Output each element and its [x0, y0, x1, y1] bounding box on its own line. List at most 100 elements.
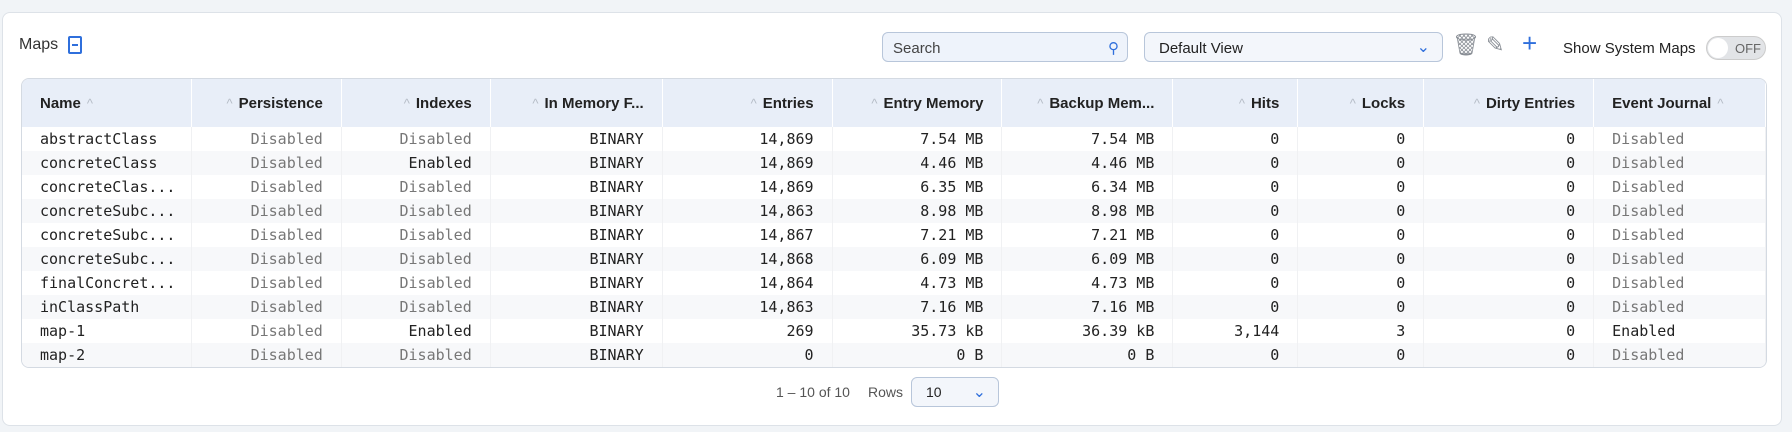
- column-header-0[interactable]: Name ^: [22, 79, 192, 127]
- table-cell: Disabled: [192, 151, 342, 175]
- toggle-state: OFF: [1735, 41, 1761, 56]
- document-icon[interactable]: [68, 36, 83, 54]
- column-header-3[interactable]: ^ In Memory F...: [491, 79, 663, 127]
- chevron-down-icon: ⌄: [1416, 39, 1430, 56]
- table-cell: 6.35 MB: [833, 175, 1003, 199]
- table-cell: BINARY: [491, 223, 663, 247]
- table-cell: 0: [1173, 295, 1299, 319]
- column-header-1[interactable]: ^ Persistence: [192, 79, 342, 127]
- sort-icon[interactable]: ^: [1349, 95, 1356, 111]
- rows-label: Rows: [867, 384, 903, 400]
- table-cell: 7.21 MB: [833, 223, 1003, 247]
- sort-icon[interactable]: ^: [1037, 95, 1044, 111]
- column-header-5[interactable]: ^ Entry Memory: [833, 79, 1003, 127]
- table-cell: 0: [1173, 247, 1299, 271]
- table-row[interactable]: inClassPath Disabled Disabled BINARY 14,863 7…: [22, 295, 1766, 319]
- column-header-2[interactable]: ^ Indexes: [342, 79, 491, 127]
- column-header-8[interactable]: ^ Locks: [1298, 79, 1425, 127]
- column-label: Event Journal: [1612, 94, 1712, 112]
- table-row[interactable]: concreteClas... Disabled Disabled BINARY 14,…: [22, 175, 1766, 199]
- sort-icon[interactable]: ^: [86, 95, 93, 111]
- table-cell: Disabled: [342, 199, 491, 223]
- table-row[interactable]: concreteSubc... Disabled Disabled BINARY 14,…: [22, 247, 1766, 271]
- table-row[interactable]: abstractClass Disabled Disabled BINARY 14,86…: [22, 127, 1766, 151]
- table-cell: Disabled: [342, 175, 491, 199]
- table-row[interactable]: finalConcret... Disabled Disabled BINARY 14,…: [22, 271, 1766, 295]
- show-system-maps-toggle[interactable]: OFF: [1706, 36, 1766, 60]
- edit-icon[interactable]: ✎: [1486, 32, 1505, 57]
- table-cell: BINARY: [491, 247, 663, 271]
- sort-icon[interactable]: ^: [1473, 95, 1480, 111]
- table-cell: Disabled: [192, 319, 342, 343]
- table-cell: 7.21 MB: [1002, 223, 1174, 247]
- table-row[interactable]: concreteSubc... Disabled Disabled BINARY 14,…: [22, 223, 1766, 247]
- table-cell: Enabled: [342, 151, 491, 175]
- map-name-cell[interactable]: abstractClass: [22, 127, 192, 151]
- add-icon[interactable]: +: [1522, 28, 1538, 58]
- page-title: Maps: [19, 36, 83, 54]
- table-header: Name ^ ^ Persistence ^ Indexes ^ In Memory F...…: [22, 79, 1766, 127]
- column-label: Hits: [1250, 94, 1280, 112]
- map-name-cell[interactable]: concreteSubc...: [22, 199, 192, 223]
- column-header-9[interactable]: ^ Dirty Entries: [1424, 79, 1595, 127]
- map-name-cell[interactable]: finalConcret...: [22, 271, 192, 295]
- table-cell: Disabled: [342, 127, 491, 151]
- table-cell: 269: [663, 319, 833, 343]
- table-row[interactable]: concreteSubc... Disabled Disabled BINARY 14,…: [22, 199, 1766, 223]
- table-cell: 0: [1173, 223, 1299, 247]
- table-row[interactable]: concreteClass Disabled Enabled BINARY 14,869…: [22, 151, 1766, 175]
- map-name-cell[interactable]: map-2: [22, 343, 192, 367]
- title-text: Maps: [19, 36, 59, 53]
- table-cell: 14,863: [663, 295, 833, 319]
- table-cell: 3: [1298, 319, 1425, 343]
- table-cell: 0: [663, 343, 833, 367]
- sort-icon[interactable]: ^: [403, 95, 410, 111]
- table-cell: Disabled: [1594, 343, 1766, 367]
- table-cell: 0: [1424, 151, 1595, 175]
- table-body: abstractClass Disabled Disabled BINARY 14,86…: [22, 127, 1766, 367]
- map-name-cell[interactable]: concreteSubc...: [22, 247, 192, 271]
- table-row[interactable]: map-1 Disabled Enabled BINARY 269 35.73 kB 36.…: [22, 319, 1766, 343]
- table-cell: 0: [1173, 343, 1299, 367]
- map-name-cell[interactable]: concreteClas...: [22, 175, 192, 199]
- table-cell: 0: [1298, 151, 1425, 175]
- sort-icon[interactable]: ^: [1238, 95, 1245, 111]
- table-cell: 0: [1298, 247, 1425, 271]
- map-name-cell[interactable]: concreteSubc...: [22, 223, 192, 247]
- table-cell: 6.34 MB: [1002, 175, 1174, 199]
- sort-icon[interactable]: ^: [750, 95, 757, 111]
- view-value: Default View: [1159, 40, 1243, 57]
- column-header-4[interactable]: ^ Entries: [663, 79, 833, 127]
- rows-per-page-select[interactable]: 10 ⌄: [910, 377, 999, 407]
- column-header-7[interactable]: ^ Hits: [1173, 79, 1299, 127]
- table-cell: 0: [1424, 295, 1595, 319]
- sort-icon[interactable]: ^: [871, 95, 878, 111]
- table-cell: 0: [1424, 343, 1595, 367]
- column-label: Persistence: [238, 94, 323, 112]
- map-name-cell[interactable]: inClassPath: [22, 295, 192, 319]
- search-icon: ⚲: [1108, 40, 1119, 57]
- table-cell: 6.09 MB: [1002, 247, 1174, 271]
- column-header-10[interactable]: Event Journal ^: [1594, 79, 1766, 127]
- table-cell: 0 B: [833, 343, 1003, 367]
- trash-icon[interactable]: 🗑: [1452, 32, 1480, 57]
- table-cell: 0: [1298, 295, 1425, 319]
- table-cell: 0: [1173, 175, 1299, 199]
- column-label: Entries: [762, 94, 814, 112]
- table-cell: 0: [1173, 199, 1299, 223]
- table-cell: 14,869: [663, 127, 833, 151]
- sort-icon[interactable]: ^: [532, 95, 539, 111]
- column-label: Indexes: [415, 94, 472, 112]
- search-input[interactable]: Search ⚲: [882, 32, 1128, 62]
- view-select[interactable]: Default View ⌄: [1144, 32, 1443, 62]
- table-cell: 35.73 kB: [833, 319, 1003, 343]
- map-name-cell[interactable]: concreteClass: [22, 151, 192, 175]
- column-header-6[interactable]: ^ Backup Mem...: [1002, 79, 1174, 127]
- table-cell: 8.98 MB: [1002, 199, 1174, 223]
- map-name-cell[interactable]: map-1: [22, 319, 192, 343]
- table-cell: 36.39 kB: [1002, 319, 1174, 343]
- sort-icon[interactable]: ^: [226, 95, 233, 111]
- sort-icon[interactable]: ^: [1717, 95, 1724, 111]
- column-label: Name: [40, 94, 81, 112]
